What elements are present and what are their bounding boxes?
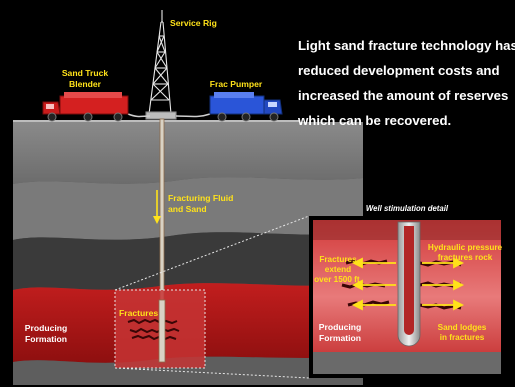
fractures-extend-label-line-1: Fractures (319, 255, 357, 264)
headline: Light sand fracture technology has reduc… (297, 38, 515, 128)
sand-truck (42, 92, 129, 122)
detail-producing-formation-line-2: Formation (319, 333, 361, 343)
lower-rock-layer (13, 356, 363, 385)
fractures-label: Fractures (119, 308, 158, 318)
headline-line-1: Light sand fracture technology has (298, 38, 515, 53)
detail-projection-lines (114, 215, 310, 379)
headline-line-2: reduced development costs and (298, 63, 500, 78)
fracturing-fluid-label-line-2: and Sand (168, 204, 207, 214)
sand-truck-label-line-1: Sand Truck (62, 68, 109, 78)
left-hose (127, 113, 151, 118)
right-hose (175, 113, 211, 118)
upper-rock-layer (13, 122, 363, 184)
sand-lodges-label-line-2: in fractures (440, 333, 485, 342)
detail-casing-bore (404, 226, 414, 335)
sand-lodges-label-line-1: Sand lodges (438, 323, 487, 332)
detail-title: Well stimulation detail (366, 204, 449, 213)
dark-rock-layer (13, 232, 363, 290)
headline-line-3: increased the amount of reserves (298, 88, 508, 103)
well-stimulation-detail (309, 216, 505, 378)
hydraulic-pressure-label-line-2: fractures rock (438, 253, 493, 262)
frac-pumper-label: Frac Pumper (210, 79, 263, 89)
detail-producing-formation-line-1: Producing (319, 322, 362, 332)
fractures-extend-label-line-2: extend (325, 265, 351, 274)
fracturing-fluid-label-line-1: Fracturing Fluid (168, 193, 233, 203)
hydraulic-pressure-label-line-1: Hydraulic pressure (428, 243, 503, 252)
fractures-extend-label-line-3: over 1500 ft. (314, 275, 362, 284)
middle-rock-layer (13, 177, 363, 240)
service-rig-label: Service Rig (170, 18, 217, 28)
fracture-inset (115, 290, 205, 368)
earth-cross-section (13, 122, 363, 385)
fluid-down-arrow (153, 190, 161, 224)
sand-truck-label-line-2: Blender (69, 79, 102, 89)
detail-arrows (351, 257, 465, 311)
producing-formation-label-line-2: Formation (25, 334, 67, 344)
headline-line-4: which can be recovered. (297, 113, 451, 128)
producing-formation-label-line-1: Producing (25, 323, 68, 333)
frac-pumper (209, 92, 283, 122)
